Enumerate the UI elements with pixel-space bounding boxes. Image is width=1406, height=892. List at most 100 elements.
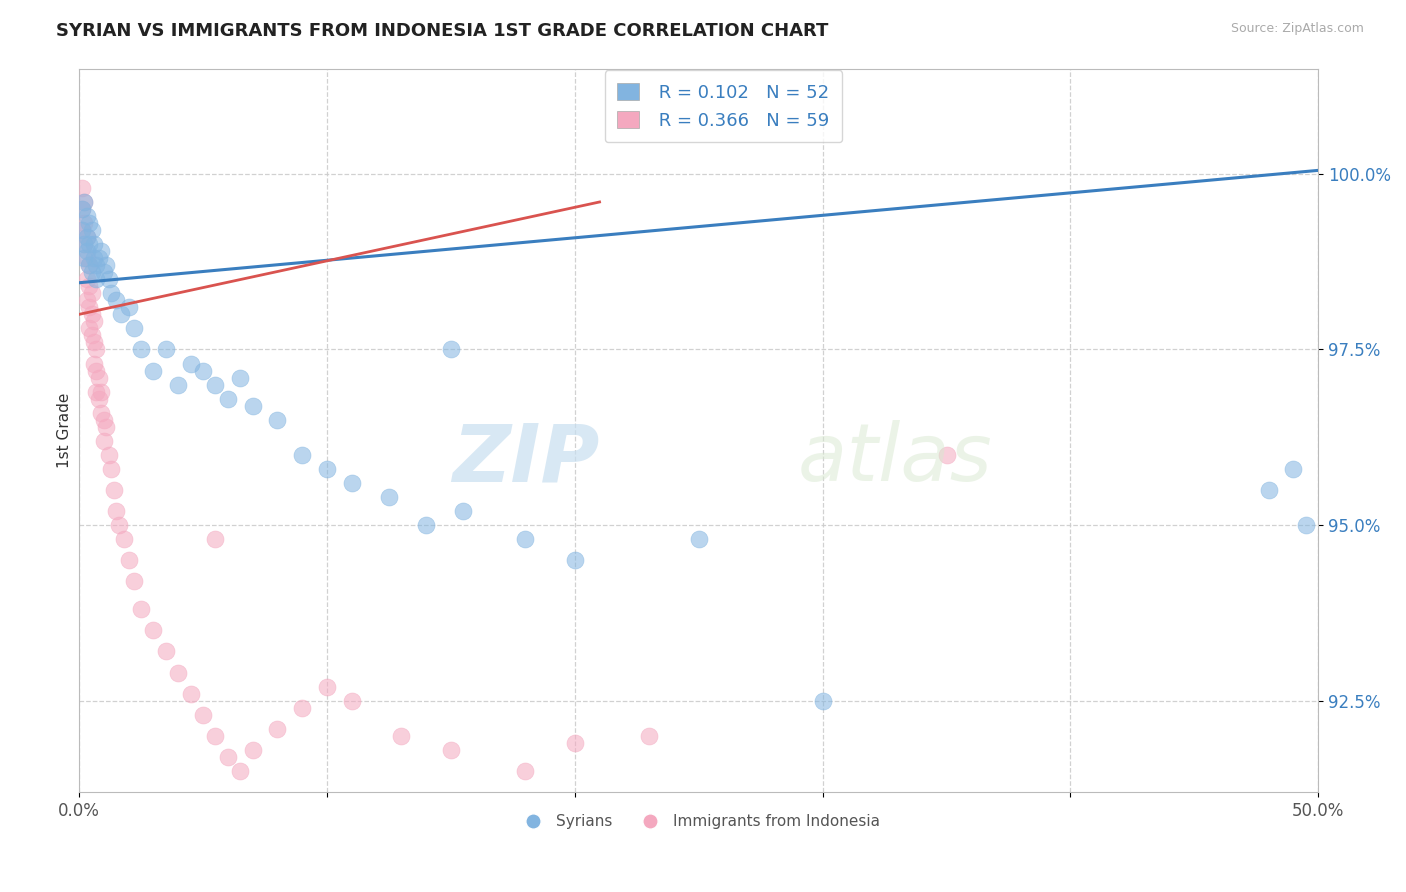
Point bbox=[155, 644, 177, 658]
Point bbox=[76, 209, 98, 223]
Point bbox=[73, 216, 96, 230]
Point bbox=[83, 357, 105, 371]
Point bbox=[564, 553, 586, 567]
Point bbox=[93, 434, 115, 448]
Point bbox=[90, 384, 112, 399]
Point bbox=[86, 384, 108, 399]
Point bbox=[451, 504, 474, 518]
Point bbox=[70, 223, 93, 237]
Point bbox=[93, 265, 115, 279]
Point bbox=[110, 307, 132, 321]
Point bbox=[118, 553, 141, 567]
Point bbox=[100, 462, 122, 476]
Point bbox=[80, 307, 103, 321]
Point bbox=[70, 202, 93, 216]
Point bbox=[229, 370, 252, 384]
Text: ZIP: ZIP bbox=[453, 420, 599, 498]
Point bbox=[97, 272, 120, 286]
Point bbox=[76, 230, 98, 244]
Y-axis label: 1st Grade: 1st Grade bbox=[58, 392, 72, 468]
Point bbox=[83, 237, 105, 252]
Point bbox=[129, 343, 152, 357]
Point bbox=[204, 729, 226, 743]
Point bbox=[1257, 483, 1279, 497]
Point bbox=[93, 413, 115, 427]
Point bbox=[1295, 518, 1317, 533]
Point bbox=[340, 475, 363, 490]
Point bbox=[316, 462, 339, 476]
Point bbox=[80, 265, 103, 279]
Point bbox=[80, 286, 103, 301]
Point bbox=[242, 399, 264, 413]
Point bbox=[118, 301, 141, 315]
Point bbox=[96, 258, 118, 272]
Point bbox=[180, 357, 202, 371]
Point bbox=[87, 392, 110, 406]
Point bbox=[1282, 462, 1305, 476]
Text: Source: ZipAtlas.com: Source: ZipAtlas.com bbox=[1230, 22, 1364, 36]
Point bbox=[266, 413, 288, 427]
Point bbox=[440, 743, 463, 757]
Point bbox=[564, 736, 586, 750]
Point bbox=[142, 624, 165, 638]
Point bbox=[291, 700, 314, 714]
Point bbox=[242, 743, 264, 757]
Point bbox=[76, 272, 98, 286]
Point bbox=[83, 335, 105, 350]
Point bbox=[122, 574, 145, 589]
Point bbox=[105, 504, 128, 518]
Point bbox=[204, 532, 226, 546]
Point bbox=[217, 749, 239, 764]
Point bbox=[100, 286, 122, 301]
Point bbox=[515, 532, 537, 546]
Point bbox=[86, 343, 108, 357]
Text: SYRIAN VS IMMIGRANTS FROM INDONESIA 1ST GRADE CORRELATION CHART: SYRIAN VS IMMIGRANTS FROM INDONESIA 1ST … bbox=[56, 22, 828, 40]
Point bbox=[191, 363, 214, 377]
Point bbox=[340, 693, 363, 707]
Point bbox=[389, 729, 412, 743]
Point bbox=[167, 665, 190, 680]
Point bbox=[97, 448, 120, 462]
Point bbox=[73, 251, 96, 265]
Point bbox=[204, 377, 226, 392]
Point bbox=[688, 532, 710, 546]
Point bbox=[77, 258, 100, 272]
Point bbox=[316, 680, 339, 694]
Point bbox=[378, 490, 401, 504]
Point bbox=[90, 244, 112, 259]
Point bbox=[77, 237, 100, 252]
Point bbox=[77, 301, 100, 315]
Point bbox=[87, 370, 110, 384]
Point bbox=[90, 406, 112, 420]
Point bbox=[122, 321, 145, 335]
Point bbox=[73, 194, 96, 209]
Point bbox=[70, 223, 93, 237]
Point bbox=[129, 602, 152, 616]
Point bbox=[86, 258, 108, 272]
Point bbox=[76, 293, 98, 308]
Point bbox=[811, 693, 834, 707]
Point bbox=[73, 237, 96, 252]
Point bbox=[415, 518, 437, 533]
Point bbox=[76, 244, 98, 259]
Point bbox=[103, 483, 125, 497]
Point bbox=[105, 293, 128, 308]
Point bbox=[77, 216, 100, 230]
Point bbox=[70, 181, 93, 195]
Point bbox=[191, 707, 214, 722]
Point bbox=[638, 729, 661, 743]
Point bbox=[83, 251, 105, 265]
Point bbox=[80, 328, 103, 343]
Legend: Syrians, Immigrants from Indonesia: Syrians, Immigrants from Indonesia bbox=[512, 808, 886, 835]
Point bbox=[76, 230, 98, 244]
Point bbox=[96, 419, 118, 434]
Point bbox=[86, 363, 108, 377]
Point bbox=[80, 223, 103, 237]
Point bbox=[935, 448, 957, 462]
Point bbox=[70, 202, 93, 216]
Point bbox=[515, 764, 537, 778]
Point bbox=[77, 279, 100, 293]
Text: atlas: atlas bbox=[797, 420, 993, 498]
Point bbox=[142, 363, 165, 377]
Point bbox=[266, 722, 288, 736]
